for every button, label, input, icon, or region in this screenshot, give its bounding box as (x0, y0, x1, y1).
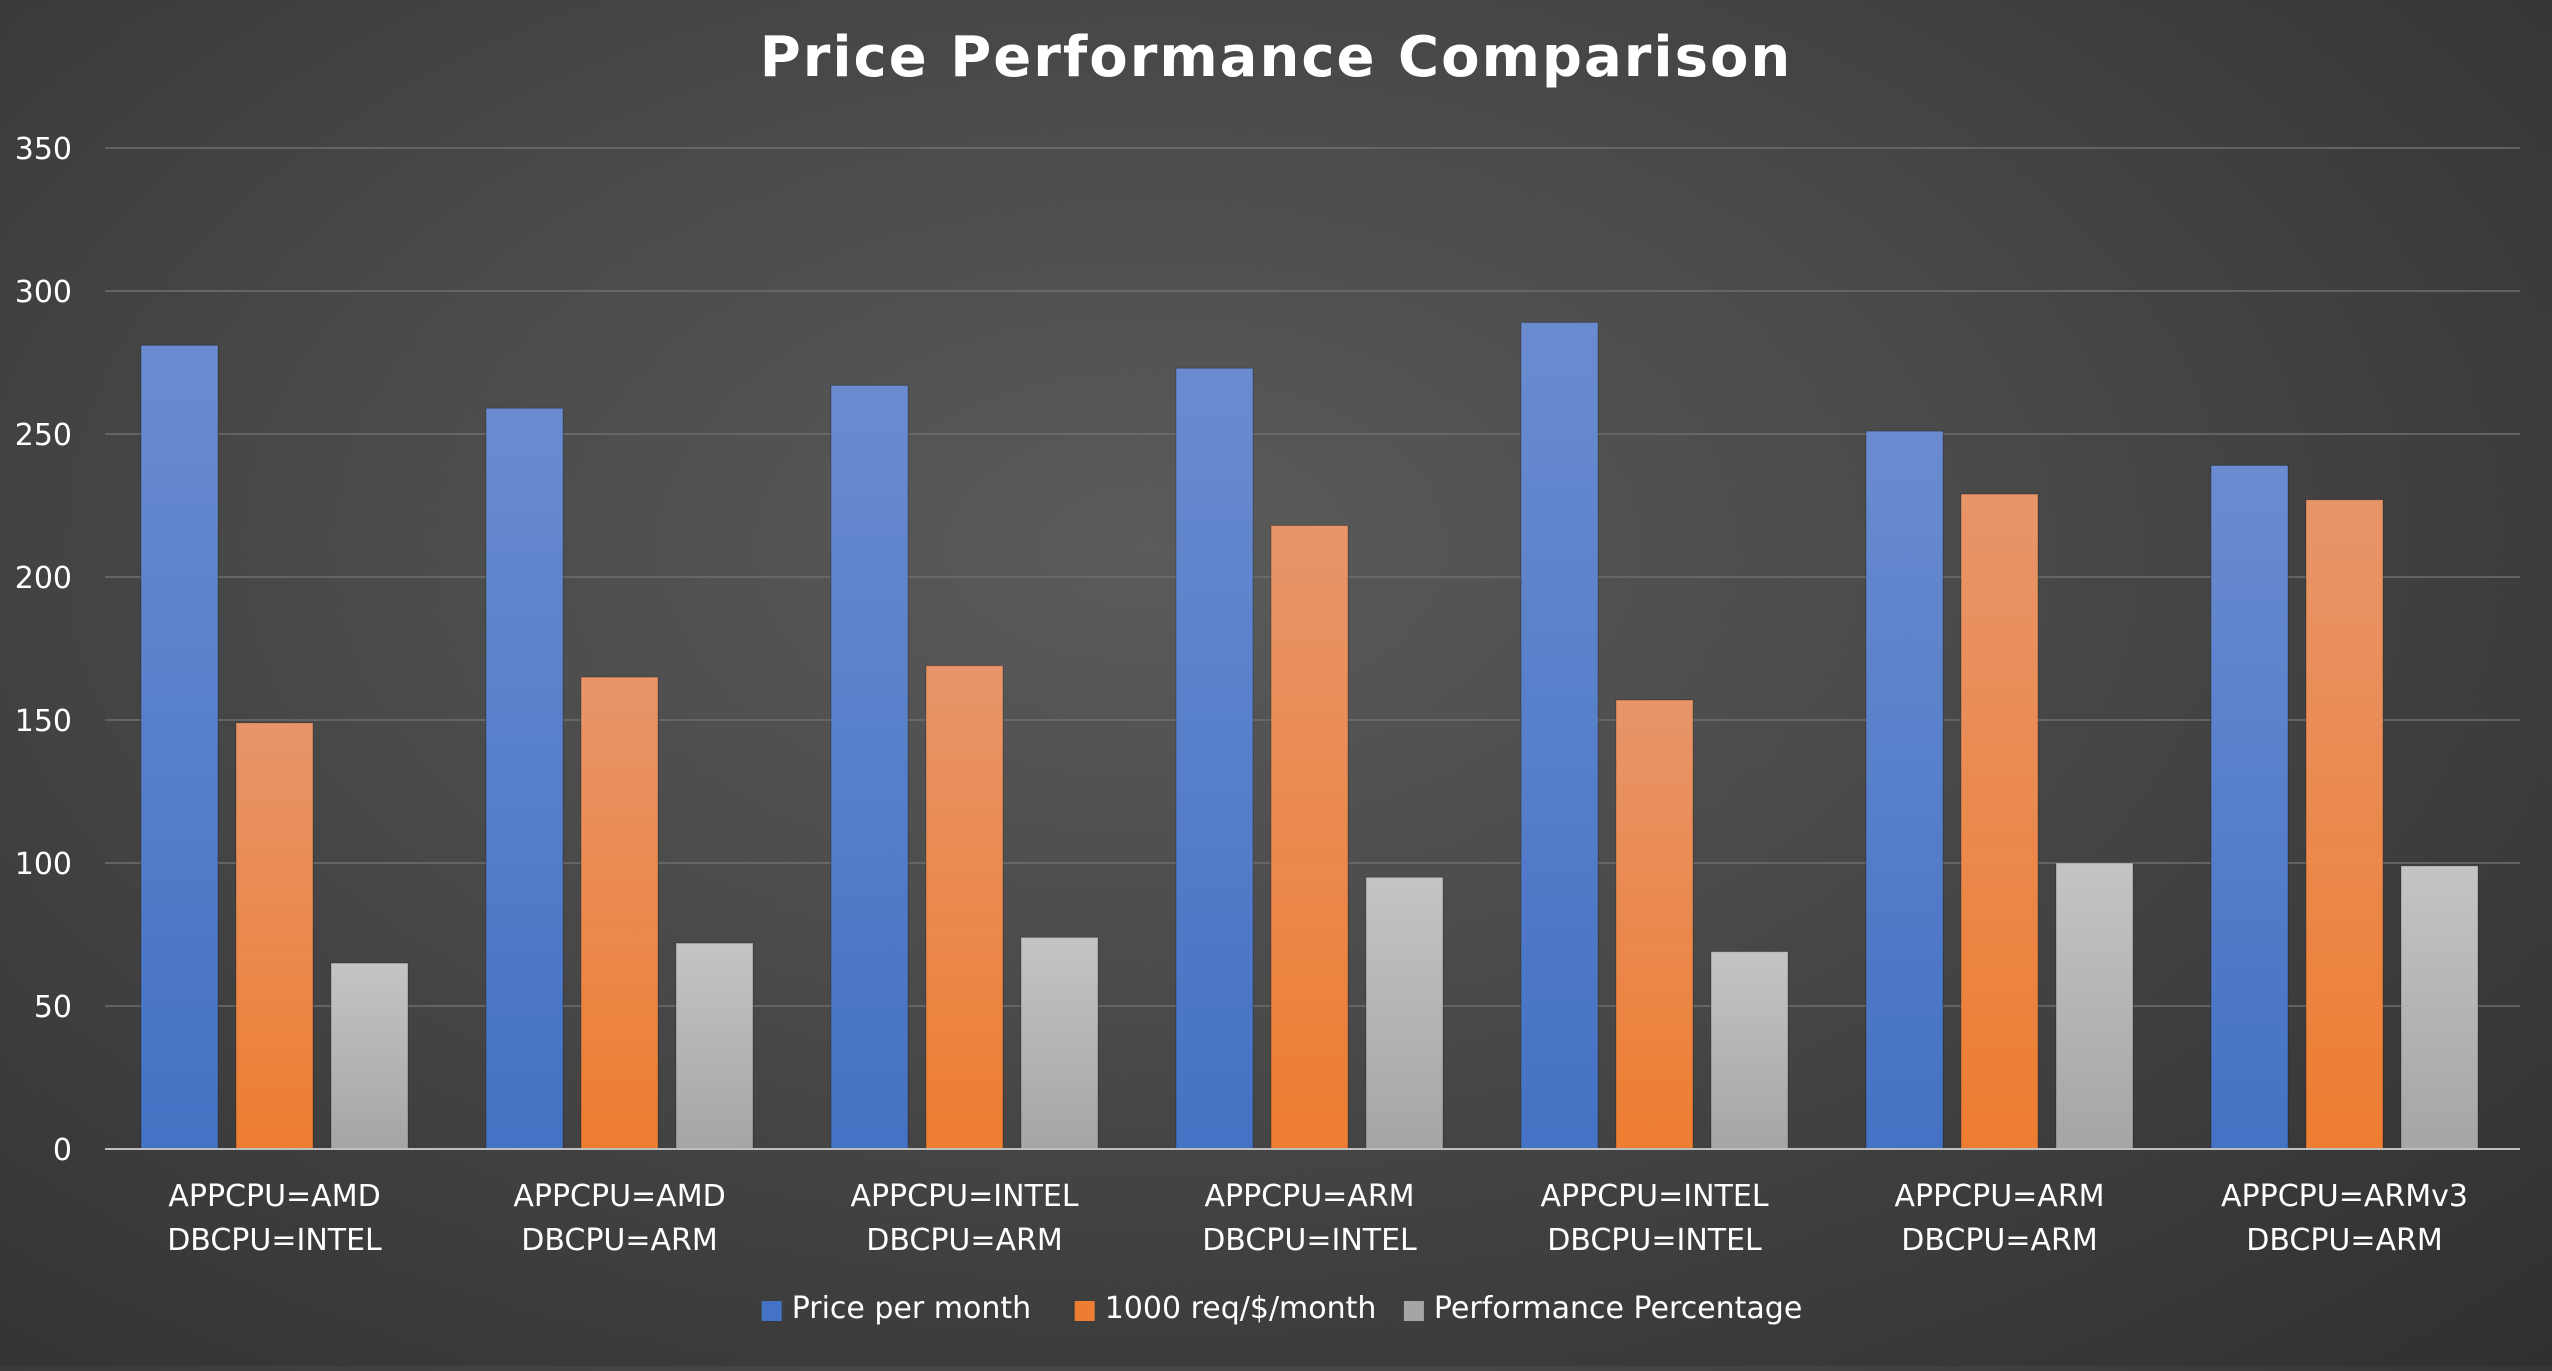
bar-performance-percentage (2400, 865, 2479, 1150)
legend-label: 1000 req/$/month (1105, 1291, 1377, 1326)
x-tick-label: APPCPU=ARM (1894, 1179, 2104, 1214)
x-tick-label: APPCPU=ARMv3 (2221, 1179, 2468, 1214)
x-axis-category-labels: APPCPU=AMD DBCPU=INTEL APPCPU=AMD DBCPU=ARM… (167, 1179, 2468, 1258)
bar-price-per-month (1175, 367, 1254, 1150)
legend-label: Price per month (792, 1291, 1031, 1326)
bar-price-per-month (830, 384, 909, 1150)
legend-swatch (761, 1301, 782, 1321)
bar-performance-percentage (675, 942, 754, 1150)
x-tick-label: DBCPU=INTEL (167, 1223, 382, 1258)
bar-1000-req-month (1960, 493, 2039, 1150)
bar-group (830, 384, 1099, 1150)
x-tick-label: DBCPU=INTEL (1547, 1223, 1762, 1258)
x-tick-label: DBCPU=ARM (1901, 1223, 2098, 1258)
bar-performance-percentage (1020, 936, 1099, 1150)
bar-1000-req-month (925, 665, 1004, 1150)
x-tick-label: APPCPU=ARM (1204, 1179, 1414, 1214)
legend: Price per month 1000 req/$/month Performan… (761, 1291, 1802, 1326)
bar-performance-percentage (1710, 951, 1789, 1150)
x-tick-label: DBCPU=ARM (2246, 1223, 2443, 1258)
y-axis-tick-labels: 0 50 100 150 200 250 300 350 (15, 132, 72, 1168)
bar-group (1520, 321, 1789, 1150)
x-tick-label: DBCPU=ARM (521, 1223, 718, 1258)
legend-label: Performance Percentage (1434, 1291, 1802, 1326)
bar-group (1865, 430, 2134, 1150)
bar-price-per-month (140, 344, 219, 1150)
bar-1000-req-month (580, 676, 659, 1150)
bar-group (485, 407, 754, 1150)
bar-1000-req-month (2305, 499, 2384, 1150)
y-tick-label: 250 (15, 418, 72, 453)
y-tick-label: 50 (34, 990, 72, 1025)
bar-group (2210, 464, 2479, 1150)
x-tick-label: DBCPU=INTEL (1202, 1223, 1417, 1258)
bar-group (1175, 367, 1444, 1150)
y-tick-label: 350 (15, 132, 72, 167)
chart-title: Price Performance Comparison (760, 25, 1793, 90)
bar-performance-percentage (330, 962, 409, 1150)
x-tick-label: APPCPU=INTEL (850, 1179, 1078, 1214)
x-tick-label: APPCPU=AMD (168, 1179, 380, 1214)
y-tick-label: 150 (15, 704, 72, 739)
bars (140, 321, 2479, 1150)
bar-1000-req-month (1615, 699, 1694, 1150)
legend-item: Price per month (761, 1291, 1031, 1326)
x-tick-label: DBCPU=ARM (866, 1223, 1063, 1258)
legend-swatch (1403, 1301, 1424, 1321)
bar-1000-req-month (1270, 525, 1349, 1150)
bar-performance-percentage (1365, 876, 1444, 1150)
y-tick-label: 100 (15, 847, 72, 882)
x-tick-label: APPCPU=AMD (513, 1179, 725, 1214)
bar-performance-percentage (2055, 862, 2134, 1150)
bar-group (140, 344, 409, 1150)
y-tick-label: 200 (15, 561, 72, 596)
bar-price-per-month (1520, 321, 1599, 1150)
legend-swatch (1074, 1301, 1095, 1321)
x-tick-label: APPCPU=INTEL (1540, 1179, 1768, 1214)
y-tick-label: 0 (53, 1133, 72, 1168)
bar-price-per-month (485, 407, 564, 1150)
bar-price-per-month (1865, 430, 1944, 1150)
bar-1000-req-month (235, 722, 314, 1150)
bar-price-per-month (2210, 464, 2289, 1150)
y-tick-label: 300 (15, 275, 72, 310)
legend-item: 1000 req/$/month (1074, 1291, 1377, 1326)
legend-item: Performance Percentage (1403, 1291, 1802, 1326)
